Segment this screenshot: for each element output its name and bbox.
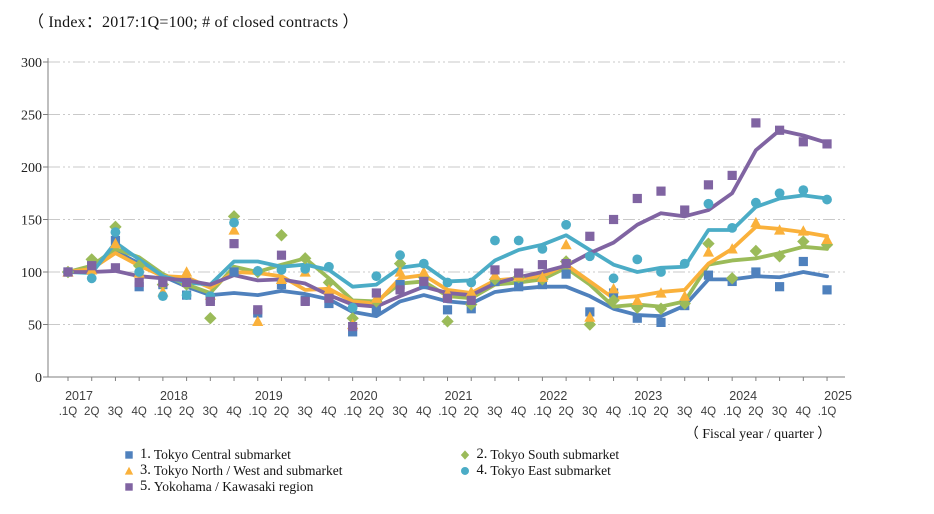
gridlines — [48, 61, 845, 325]
svg-text:2025: 2025 — [824, 389, 852, 403]
svg-text:4Q: 4Q — [701, 406, 716, 418]
svg-text:2021: 2021 — [445, 389, 473, 403]
svg-text:3Q: 3Q — [677, 406, 692, 418]
svg-text:3Q: 3Q — [298, 406, 313, 418]
svg-text:100: 100 — [21, 266, 42, 281]
legend-item-number: 3. — [140, 462, 151, 478]
svg-text:4Q: 4Q — [606, 406, 621, 418]
svg-text:50: 50 — [28, 319, 42, 334]
legend-marker-circle-icon — [461, 466, 470, 475]
chart-legend: 1. Tokyo Central submarket 3. Tokyo North /… — [122, 446, 620, 494]
legend-marker-square-icon — [125, 451, 133, 459]
svg-text:.1Q: .1Q — [343, 406, 362, 418]
legend-item-label: Tokyo East submarket — [490, 462, 611, 478]
svg-text:250: 250 — [21, 109, 42, 124]
svg-text:2018: 2018 — [160, 389, 188, 403]
svg-text:3Q: 3Q — [392, 406, 407, 418]
legend-marker-square-icon — [125, 483, 133, 491]
svg-text:2Q: 2Q — [369, 406, 384, 418]
svg-text:2Q: 2Q — [653, 406, 668, 418]
svg-text:.1Q: .1Q — [154, 406, 173, 418]
svg-text:3Q: 3Q — [487, 406, 502, 418]
svg-text:4Q: 4Q — [511, 406, 526, 418]
legend-item-tokyo-central-submarket: 1. Tokyo Central submarket — [122, 446, 342, 462]
legend-marker-diamond-icon — [461, 450, 470, 460]
legend-item-number: 5. — [140, 478, 151, 494]
svg-text:2Q: 2Q — [464, 406, 479, 418]
svg-text:2Q: 2Q — [179, 406, 194, 418]
y-axis-labels: 0 50 100 150 200 250 300 — [21, 56, 42, 386]
svg-text:300: 300 — [21, 56, 42, 71]
svg-text:.1Q: .1Q — [248, 406, 267, 418]
trend-line-tokyo-east-submarket — [66, 193, 829, 289]
svg-text:3Q: 3Q — [582, 406, 597, 418]
legend-item-label: Tokyo South submarket — [490, 446, 620, 462]
legend-item-label: Yokohama / Kawasaki region — [153, 478, 314, 494]
svg-text:.1Q: .1Q — [438, 406, 457, 418]
chart-title: （ Index：2017:1Q=100; # of closed contrac… — [28, 14, 359, 31]
svg-text:2Q: 2Q — [748, 406, 763, 418]
svg-text:2019: 2019 — [255, 389, 283, 403]
legend-item-tokyo-north-west-and-submarket: 3. Tokyo North / West and submarket — [122, 462, 343, 478]
x-axis-labels: 2017 2018 2019 2020 2021 2022 2023 2024 2025 .1Q 2… — [59, 389, 852, 418]
svg-text:4Q: 4Q — [321, 406, 336, 418]
svg-text:.1Q: .1Q — [628, 406, 647, 418]
legend-item-tokyo-east-submarket: 4. Tokyo East submarket — [458, 462, 619, 478]
svg-text:2Q: 2Q — [84, 406, 99, 418]
svg-text:.1Q: .1Q — [59, 406, 78, 418]
svg-text:2023: 2023 — [634, 389, 662, 403]
svg-text:2024: 2024 — [729, 389, 757, 403]
svg-text:4Q: 4Q — [416, 406, 431, 418]
markers-yokohama-kawasaki-region — [63, 118, 832, 332]
x-axis-note: （ Fiscal year / quarter ） — [684, 427, 832, 442]
svg-text:3Q: 3Q — [772, 406, 787, 418]
legend-item-number: 1. — [140, 446, 151, 462]
markers-tokyo-east-submarket — [63, 185, 832, 313]
svg-text:4Q: 4Q — [796, 406, 811, 418]
legend-item-number: 2. — [476, 446, 488, 462]
svg-text:2Q: 2Q — [558, 406, 573, 418]
legend-marker-triangle-icon — [124, 466, 134, 475]
svg-text:200: 200 — [21, 161, 42, 176]
svg-text:.1Q: .1Q — [818, 406, 837, 418]
svg-text:3Q: 3Q — [203, 406, 218, 418]
svg-text:2Q: 2Q — [274, 406, 289, 418]
svg-text:.1Q: .1Q — [533, 406, 552, 418]
svg-text:2020: 2020 — [350, 389, 378, 403]
legend-item-number: 4. — [476, 462, 488, 478]
svg-text:4Q: 4Q — [226, 406, 241, 418]
legend-item-label: Tokyo Central submarket — [153, 446, 291, 462]
legend-item-label: Tokyo North / West and submarket — [153, 462, 343, 478]
legend-item-yokohama-kawasaki-region: 5. Yokohama / Kawasaki region — [122, 478, 342, 494]
svg-text:150: 150 — [21, 214, 42, 229]
svg-text:.1Q: .1Q — [723, 406, 742, 418]
svg-text:2022: 2022 — [539, 389, 567, 403]
legend-column: 2. Tokyo South submarket 4. Tokyo East subm… — [458, 446, 620, 494]
svg-text:4Q: 4Q — [131, 406, 146, 418]
legend-column: 1. Tokyo Central submarket 3. Tokyo North /… — [122, 446, 343, 494]
svg-text:0: 0 — [35, 371, 42, 386]
axes — [43, 58, 845, 381]
legend-item-tokyo-south-submarket: 2. Tokyo South submarket — [458, 446, 620, 462]
svg-text:2017: 2017 — [65, 389, 93, 403]
svg-text:3Q: 3Q — [108, 406, 123, 418]
